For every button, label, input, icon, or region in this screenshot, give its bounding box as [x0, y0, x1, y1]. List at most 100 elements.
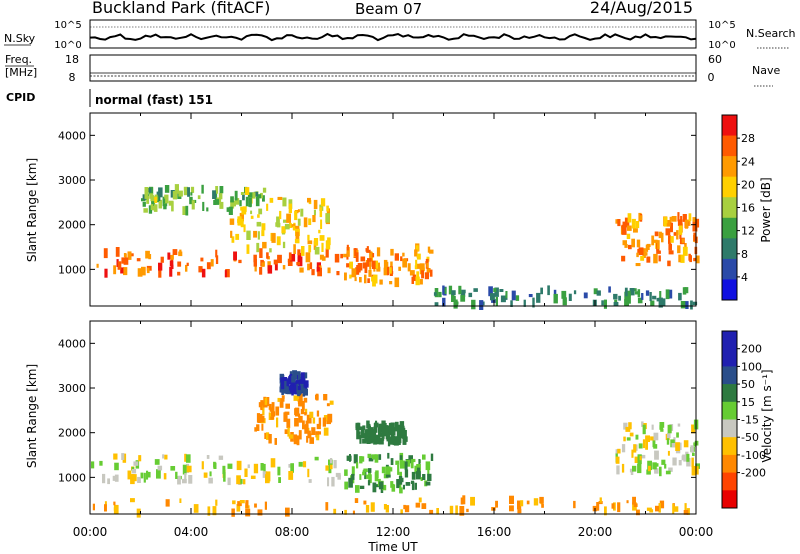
echo-cell-2 [240, 192, 244, 195]
echo-cell-2 [162, 198, 166, 204]
echo-cell-0 [131, 469, 137, 474]
echo-cell-4 [583, 292, 588, 299]
echo-cell-0 [302, 461, 307, 468]
echo-cell-3 [355, 252, 359, 262]
power-colorbar-segment [722, 115, 737, 137]
echo-cell-6 [654, 450, 659, 460]
echo-cell-0 [104, 268, 108, 278]
echo-cell-4 [471, 299, 476, 310]
echo-cell-1 [308, 245, 312, 253]
echo-cell-0 [222, 465, 226, 475]
echo-cell-5 [636, 252, 639, 258]
echo-cell-3 [395, 460, 400, 465]
echo-cell-4 [603, 299, 607, 309]
echo-cell-3 [376, 247, 381, 257]
echo-cell-6 [616, 465, 620, 475]
echo-cell-5 [627, 225, 632, 231]
echo-cell-1 [305, 408, 308, 415]
echo-cell-5 [646, 256, 651, 263]
echo-cell-5 [670, 222, 673, 233]
echo-cell-3 [399, 487, 403, 494]
echo-cell-1 [289, 222, 292, 228]
echo-cell-2 [182, 206, 187, 215]
echo-cell-6 [667, 450, 670, 456]
echo-cell-3 [362, 471, 366, 476]
echo-cell-2 [190, 192, 193, 196]
echo-cell-5 [285, 507, 290, 517]
echo-cell-4 [357, 431, 361, 435]
echo-cell-1 [299, 393, 303, 404]
echo-cell-0 [223, 472, 226, 482]
echo-cell-1 [301, 401, 305, 411]
echo-cell-4 [553, 293, 558, 304]
echo-cell-2 [178, 190, 183, 197]
echo-cell-6 [615, 449, 618, 454]
echo-cell-2 [292, 381, 295, 386]
echo-cell-2 [219, 201, 224, 209]
echo-cell-3 [415, 259, 418, 269]
echo-cell-1 [309, 437, 314, 444]
noise-right-tick-bottom: 10^0 [708, 40, 735, 51]
echo-cell-3 [351, 268, 357, 278]
echo-cell-0 [227, 477, 231, 486]
echo-cell-5 [344, 509, 347, 515]
echo-cell-4 [510, 300, 513, 307]
echo-cell-3 [390, 458, 394, 465]
echo-cell-0 [127, 470, 132, 480]
echo-cell-0 [298, 461, 303, 467]
echo-cell-2 [146, 194, 150, 204]
echo-cell-5 [659, 500, 665, 509]
echo-cell-6 [675, 449, 681, 454]
echo-cell-1 [295, 411, 299, 417]
echo-cell-2 [295, 383, 299, 392]
echo-cell-0 [177, 271, 181, 276]
echo-cell-0 [340, 253, 343, 259]
echo-cell-3 [387, 452, 390, 459]
echo-cell-1 [260, 404, 263, 411]
echo-cell-3 [416, 271, 420, 281]
echo-cell-1 [281, 395, 285, 399]
echo-cell-2 [206, 207, 209, 212]
echo-cell-3 [410, 459, 414, 469]
echo-cell-1 [276, 417, 279, 428]
echo-cell-1 [269, 248, 272, 253]
echo-cell-0 [123, 267, 128, 276]
echo-cell-5 [403, 504, 406, 510]
echo-cell-0 [307, 263, 310, 271]
echo-cell-3 [415, 276, 420, 286]
echo-cell-6 [683, 440, 689, 448]
echo-cell-5 [681, 238, 685, 244]
echo-cell-4 [366, 437, 371, 444]
echo-cell-3 [425, 261, 429, 265]
power-colorbar-segment [722, 156, 737, 178]
echo-cell-2 [289, 387, 292, 393]
echo-cell-1 [243, 224, 246, 233]
echo-cell-5 [680, 254, 685, 263]
time-tick-label: 00:00 [73, 525, 108, 539]
echo-cell-5 [677, 212, 680, 222]
velocity-colorbar-tick-label: -50 [741, 431, 759, 444]
echo-cell-4 [680, 301, 686, 309]
echo-cell-2 [234, 190, 238, 201]
echo-cell-1 [307, 197, 311, 203]
echo-cell-5 [573, 500, 576, 509]
echo-cell-3 [411, 471, 416, 480]
echo-cell-0 [325, 248, 329, 258]
power-colorbar-tick-label: 8 [741, 248, 748, 261]
echo-cell-1 [258, 413, 263, 420]
echo-cell-2 [189, 196, 193, 205]
echo-cell-6 [623, 422, 628, 430]
echo-cell-0 [329, 458, 333, 464]
echo-cell-5 [92, 503, 95, 511]
echo-cell-0 [333, 460, 337, 469]
echo-cell-1 [286, 418, 291, 429]
echo-cell-3 [346, 263, 350, 268]
echo-cell-3 [360, 256, 366, 262]
echo-cell-3 [385, 466, 391, 476]
echo-cell-1 [298, 430, 302, 440]
echo-cell-6 [693, 442, 696, 447]
echo-cell-3 [374, 454, 379, 463]
echo-cell-4 [667, 289, 673, 299]
echo-cell-4 [665, 289, 670, 300]
echo-cell-1 [281, 397, 285, 402]
